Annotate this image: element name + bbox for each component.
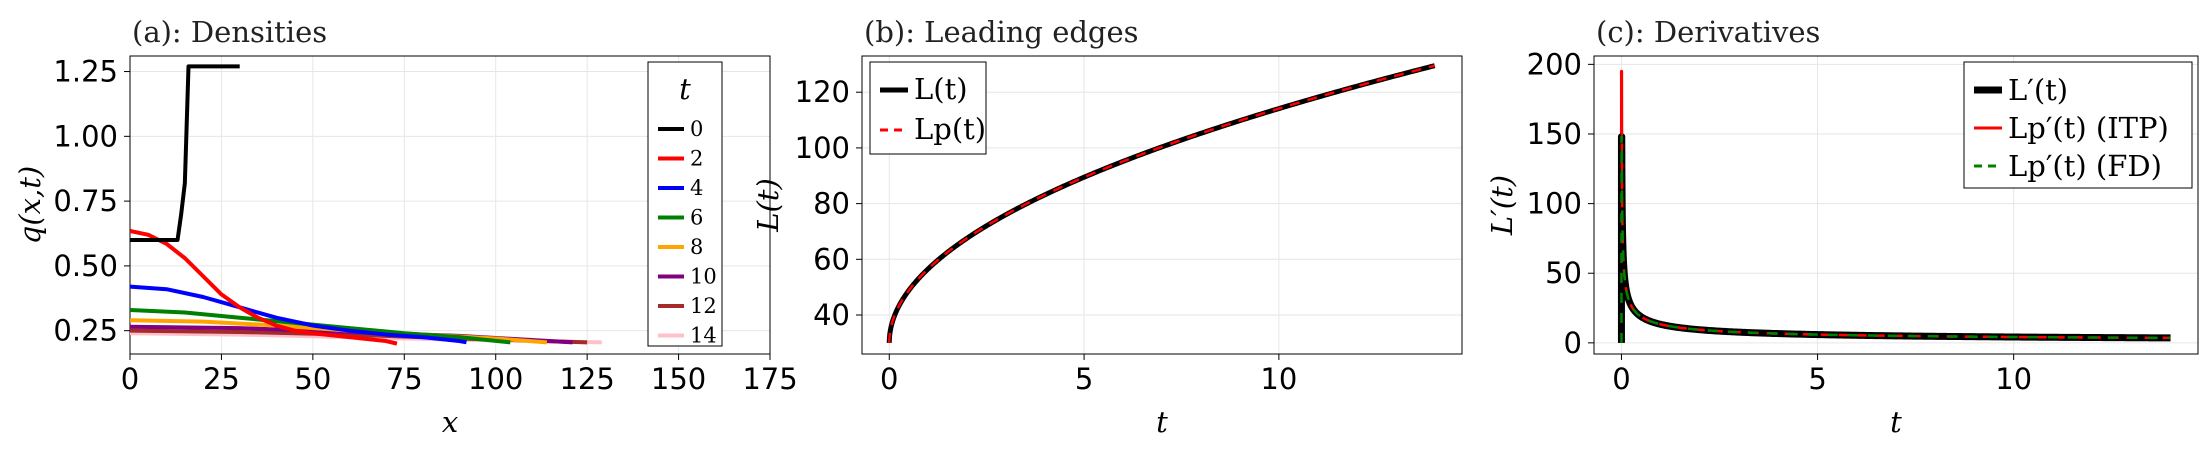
legend-label: 8 (690, 235, 703, 259)
x-tick-label: 100 (468, 362, 523, 396)
y-tick-label: 0.25 (53, 314, 118, 348)
x-tick-label: 0 (121, 362, 139, 396)
panel-a: 0 25 50 75 100 125 150 1750.250.500.751.001.25(… (13, 15, 798, 439)
x-axis-label: x (442, 405, 458, 439)
y-tick-label: 0.75 (53, 184, 118, 218)
legend-label: Lp′(t) (FD) (2008, 149, 2162, 183)
y-tick-label: 100 (1527, 187, 1582, 221)
series-line-t4 (130, 284, 467, 345)
y-tick-label: 1.00 (53, 119, 118, 153)
legend-label: 14 (690, 324, 717, 348)
x-tick-label: 25 (203, 362, 240, 396)
y-tick-label: 100 (795, 131, 850, 165)
x-tick-label: 75 (386, 362, 423, 396)
y-tick-label: 0 (1564, 326, 1582, 360)
series-group (130, 64, 602, 346)
y-tick-label: 0.50 (53, 249, 118, 283)
x-tick-label: 125 (559, 362, 614, 396)
x-axis-label: t (1890, 405, 1902, 439)
x-tick-label: 175 (742, 362, 797, 396)
y-axis-label: q(x,t) (13, 166, 47, 244)
y-tick-label: 60 (813, 242, 850, 276)
legend-box (647, 61, 723, 347)
y-tick-label: 200 (1527, 47, 1582, 81)
x-tick-label: 10 (1995, 362, 2032, 396)
legend-box (1963, 61, 2193, 189)
series-line-Lp (888, 64, 1436, 344)
y-tick-label: 120 (795, 75, 850, 109)
legend-label: 6 (690, 206, 703, 230)
legend-label: L′(t) (2008, 73, 2068, 107)
panel-b: 0 5 10 40 60 80 100 120 (b): Leading edges t L(t) L… (751, 15, 1463, 439)
y-axis-label: L(t) (751, 178, 785, 233)
plot-frame (1593, 55, 2199, 355)
legend-label: 4 (690, 176, 703, 200)
y-tick-label: 150 (1527, 117, 1582, 151)
chart-title: (b): Leading edges (864, 15, 1139, 49)
legend-label: 2 (690, 147, 703, 171)
legend-title: t (679, 72, 691, 106)
legend-label: Lp(t) (914, 112, 986, 146)
y-tick-label: 80 (813, 187, 850, 221)
x-tick-label: 10 (1260, 362, 1297, 396)
y-tick-label: 1.25 (53, 55, 118, 89)
x-axis-label: t (1156, 405, 1168, 439)
y-tick-label: 50 (1545, 256, 1582, 290)
legend-label: 12 (690, 294, 717, 318)
y-axis-label: L′(t) (1485, 175, 1519, 236)
plot-frame (129, 55, 771, 355)
legend-label: 0 (690, 117, 703, 141)
legend-label: Lp′(t) (ITP) (2008, 111, 2169, 145)
series-line-t0 (130, 64, 240, 242)
y-tick-label: 40 (813, 298, 850, 332)
series-line-fd (1620, 135, 2171, 343)
plot-frame (861, 55, 1463, 355)
chart-title: (c): Derivatives (1596, 15, 1820, 49)
series-line-t2 (130, 228, 398, 346)
x-tick-label: 150 (651, 362, 706, 396)
legend-label: 10 (690, 265, 717, 289)
x-tick-label: 50 (294, 362, 331, 396)
x-tick-label: 0 (880, 362, 898, 396)
legend-label: L(t) (914, 72, 968, 106)
x-tick-label: 5 (1808, 362, 1826, 396)
chart-title: (a): Densities (132, 15, 327, 49)
x-tick-label: 5 (1075, 362, 1093, 396)
x-tick-label: 0 (1612, 362, 1630, 396)
legend-box (869, 61, 987, 155)
